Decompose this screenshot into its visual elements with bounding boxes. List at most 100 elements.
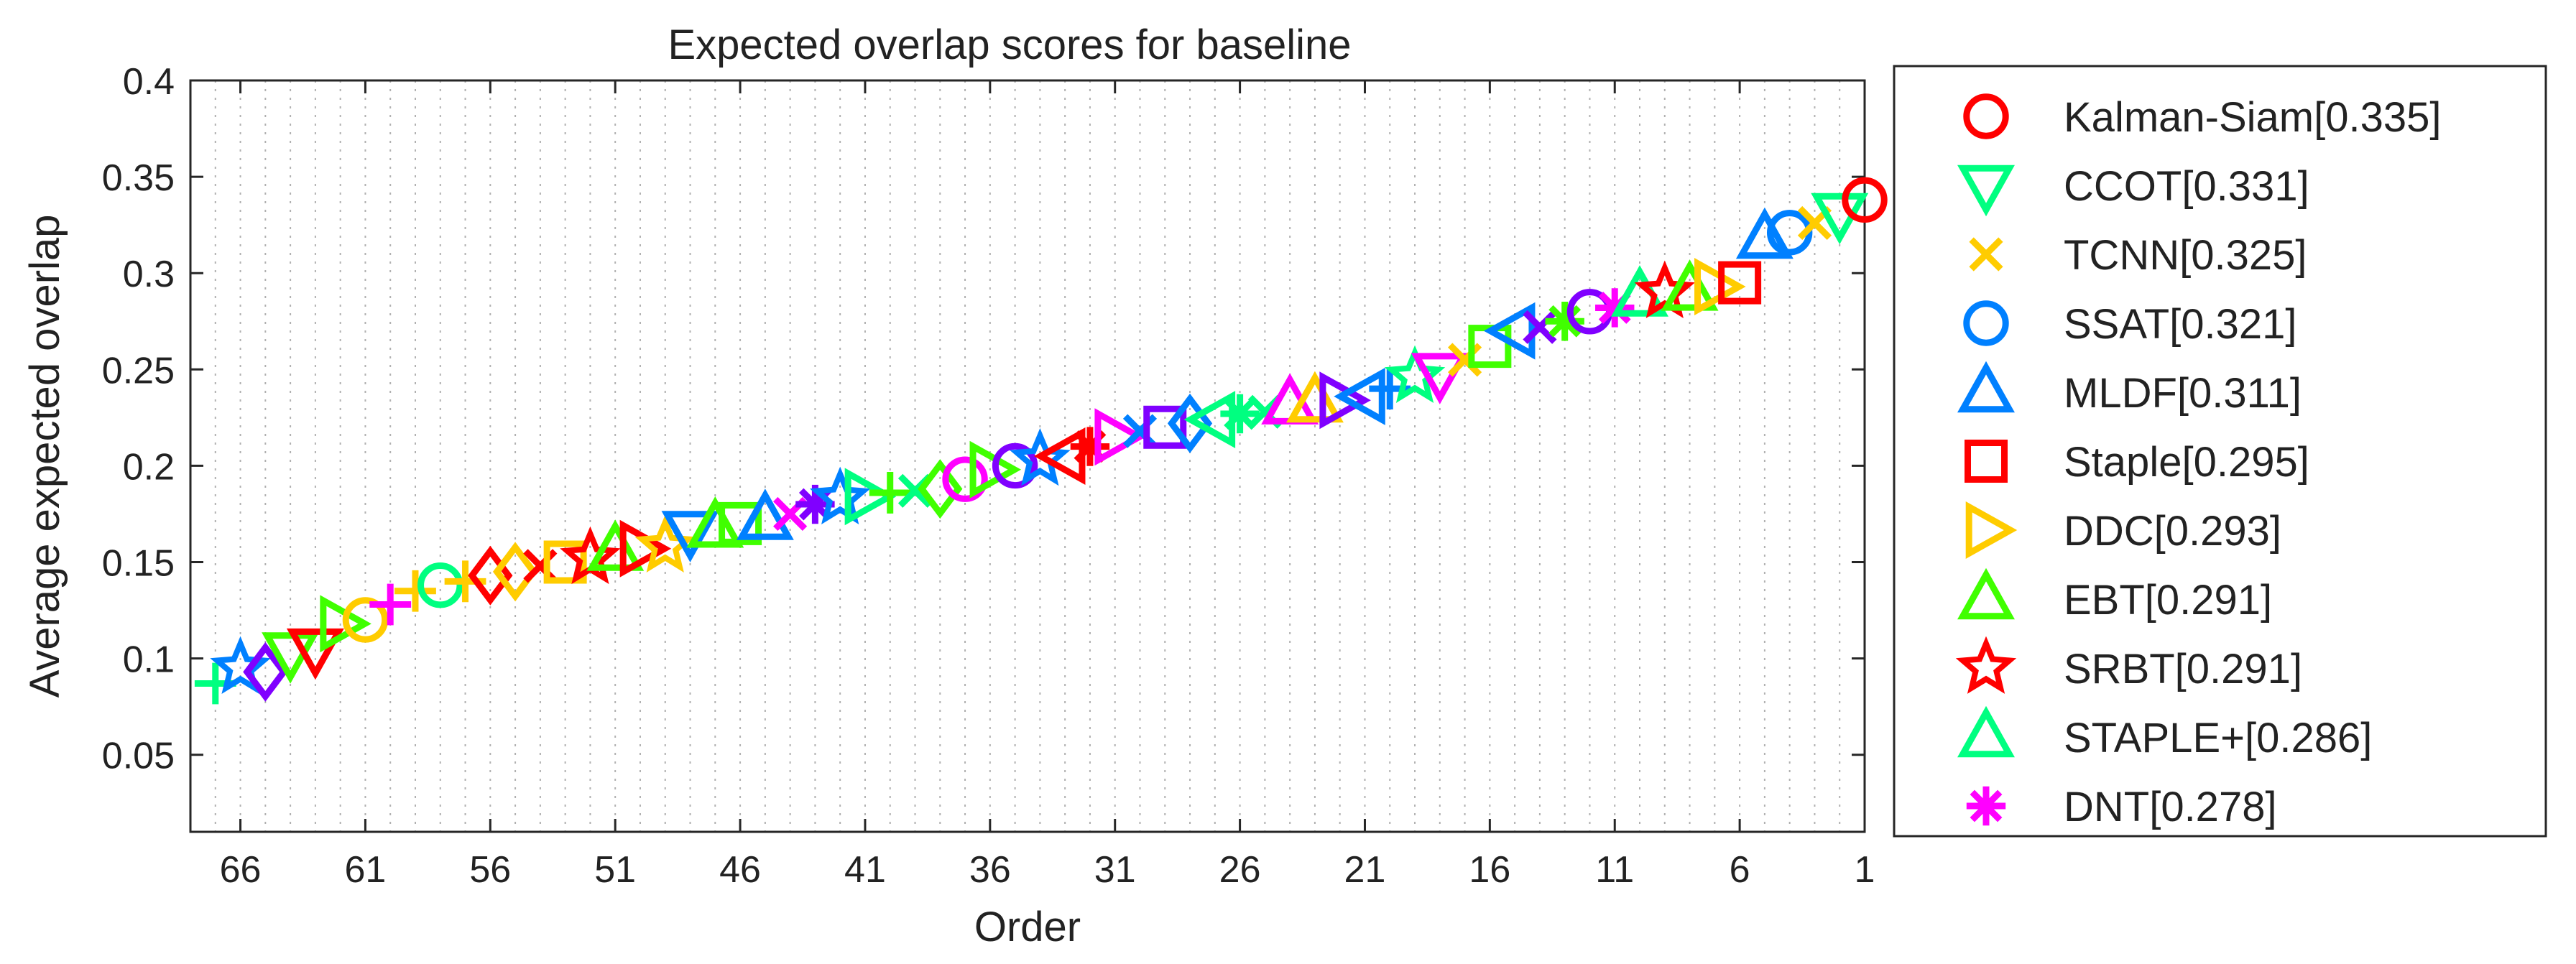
legend-label: MLDF[0.311]	[2064, 370, 2302, 417]
y-tick-label: 0.25	[102, 350, 175, 391]
legend-item: STAPLE+[0.286]	[1957, 705, 2372, 761]
data-point	[1285, 371, 1344, 423]
legend-marker	[1955, 636, 2017, 694]
x-tick-label: 21	[1344, 849, 1386, 891]
data-points	[194, 177, 1888, 705]
x-axis: 66 61 56 51 46 41 36 31 26 21 16 11 6 1	[220, 80, 1875, 891]
legend-label: DDC[0.293]	[2064, 508, 2281, 555]
data-point	[719, 501, 762, 545]
data-point	[1718, 261, 1762, 305]
data-point	[992, 442, 1038, 489]
data-point	[918, 459, 963, 519]
x-axis-label: Order	[974, 904, 1081, 950]
x-tick-label: 31	[1094, 849, 1136, 891]
y-axis-label: Average expected overlap	[22, 215, 68, 698]
legend-label: STAPLE+[0.286]	[2064, 715, 2372, 761]
data-point	[844, 468, 897, 526]
data-point	[1143, 405, 1187, 449]
x-tick-label: 26	[1219, 849, 1261, 891]
legend-marker	[1965, 501, 2018, 559]
legend-label: Staple[0.295]	[2064, 439, 2309, 486]
legend: Kalman-Siam[0.335] CCOT[0.331] TCNN[0.325]…	[1893, 65, 2547, 838]
legend-label: TCNN[0.325]	[2064, 232, 2307, 279]
data-point	[1735, 207, 1793, 259]
data-point	[1010, 427, 1071, 486]
data-point	[342, 597, 389, 643]
legend-item: Kalman-Siam[0.335]	[1963, 93, 2441, 141]
legend-item: TCNN[0.325]	[1969, 232, 2307, 279]
data-point	[1220, 394, 1260, 434]
legend-item: DDC[0.293]	[1965, 501, 2281, 559]
legend-item: SRBT[0.291]	[1955, 636, 2302, 694]
legend-item: Staple[0.295]	[1965, 439, 2309, 486]
legend-marker	[1963, 300, 2009, 346]
x-tick-label: 66	[220, 849, 262, 891]
plot-area-frame	[189, 79, 1866, 833]
legend-label: EBT[0.291]	[2064, 577, 2272, 624]
data-point	[262, 632, 320, 684]
data-point	[1384, 345, 1446, 403]
data-point	[243, 641, 288, 702]
data-point	[1545, 302, 1584, 341]
x-tick-label: 11	[1595, 849, 1634, 891]
legend-marker	[1963, 93, 2009, 139]
x-tick-label: 1	[1855, 849, 1875, 891]
data-point	[1094, 408, 1146, 466]
legend-item: CCOT[0.331]	[1957, 163, 2309, 217]
y-tick-label: 0.3	[123, 254, 175, 295]
data-point	[795, 484, 835, 524]
data-point	[1319, 371, 1371, 430]
legend-marker	[1957, 567, 2015, 620]
y-tick-label: 0.4	[123, 61, 175, 103]
legend-label: Kalman-Siam[0.335]	[2064, 94, 2441, 141]
data-point	[543, 540, 587, 584]
data-point	[1842, 177, 1888, 223]
x-tick-label: 51	[594, 849, 636, 891]
data-point	[686, 496, 744, 548]
data-point	[417, 562, 463, 608]
y-tick-label: 0.1	[123, 639, 175, 681]
data-point	[1595, 288, 1635, 328]
x-tick-label: 61	[345, 849, 387, 891]
legend-marker	[1965, 440, 2008, 483]
data-point	[1070, 427, 1110, 466]
legend-marker	[1969, 237, 2003, 272]
data-point	[1523, 310, 1557, 344]
legend-item: MLDF[0.311]	[1957, 361, 2302, 417]
data-point	[869, 472, 911, 514]
data-point	[1411, 353, 1469, 404]
legend-marker	[1957, 164, 2015, 217]
x-tick-label: 36	[969, 849, 1011, 891]
legend-item: EBT[0.291]	[1957, 567, 2272, 624]
legend-marker	[1957, 705, 2015, 758]
x-tick-label: 6	[1730, 849, 1750, 891]
data-point	[1661, 259, 1719, 311]
x-tick-label: 56	[469, 849, 511, 891]
legend-label: DNT[0.278]	[2064, 784, 2277, 830]
legend-label: SSAT[0.321]	[2064, 301, 2297, 348]
data-point	[369, 583, 412, 626]
y-tick-label: 0.05	[102, 736, 175, 777]
data-point	[286, 628, 344, 680]
y-tick-label: 0.2	[123, 446, 175, 488]
data-point	[394, 570, 436, 612]
data-point	[736, 488, 794, 540]
legend-label: SRBT[0.291]	[2064, 646, 2302, 692]
x-tick-label: 16	[1469, 849, 1510, 891]
x-tick-label: 46	[719, 849, 761, 891]
data-point	[1334, 367, 1385, 425]
data-point	[809, 466, 871, 524]
data-point	[942, 456, 988, 502]
data-point	[492, 542, 538, 602]
legend-item: SSAT[0.321]	[1963, 300, 2297, 348]
y-tick-label: 0.15	[102, 543, 175, 585]
legend-marker	[1957, 361, 2015, 413]
data-point	[586, 519, 645, 571]
legend-item: DNT[0.278]	[1966, 784, 2277, 830]
chart-title: Expected overlap scores for baseline	[668, 22, 1351, 68]
x-tick-label: 41	[844, 849, 886, 891]
legend-marker	[1966, 786, 2006, 826]
y-axis: 0.05 0.1 0.15 0.2 0.25 0.3 0.35 0.4	[102, 61, 1865, 777]
y-tick-label: 0.35	[102, 157, 175, 199]
